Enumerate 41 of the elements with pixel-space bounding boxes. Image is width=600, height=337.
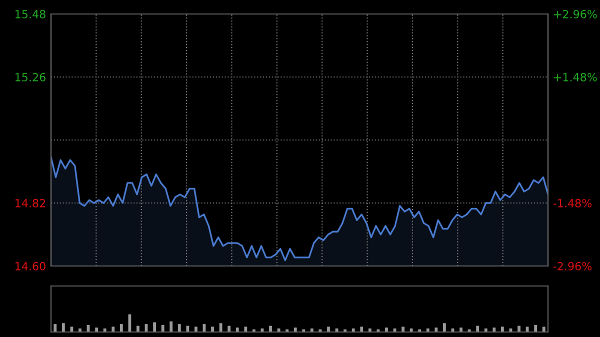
- bar: [327, 326, 330, 332]
- bar: [434, 328, 438, 332]
- y-tick-label: 14.60: [16, 262, 46, 270]
- bar: [170, 321, 173, 332]
- bar: [294, 328, 297, 332]
- bar: [492, 328, 496, 332]
- bar: [186, 326, 190, 332]
- bar: [120, 324, 123, 332]
- bar: [136, 326, 140, 332]
- bar: [518, 326, 520, 332]
- bar: [385, 328, 388, 332]
- bar: [178, 324, 181, 332]
- bar: [112, 326, 115, 332]
- bar: [402, 326, 404, 332]
- bar: [534, 324, 538, 332]
- bar: [460, 328, 462, 332]
- bar: [161, 324, 164, 332]
- y-tick-label: 15.26: [16, 72, 46, 82]
- bar: [360, 326, 364, 332]
- bar: [128, 314, 132, 332]
- bar: [194, 326, 198, 332]
- y2-tick-label: -1.48%: [553, 198, 592, 208]
- bar: [269, 326, 272, 332]
- bar: [542, 326, 546, 332]
- bar: [244, 326, 248, 332]
- bar: [95, 328, 98, 332]
- y2-tick-label: +1.48%: [554, 72, 597, 82]
- bar: [476, 326, 480, 332]
- bar: [228, 326, 231, 332]
- bar: [211, 326, 214, 332]
- bar: [443, 323, 446, 332]
- y2-tick-label: -2.96%: [553, 262, 592, 270]
- bar: [236, 328, 239, 332]
- y-tick-label: 14.82: [16, 198, 46, 208]
- bar: [54, 324, 57, 332]
- bar: [219, 323, 222, 332]
- y2-tick-label: +2.96%: [554, 10, 597, 18]
- bar: [153, 322, 156, 332]
- y-tick-label: 15.48: [16, 10, 46, 18]
- bar: [62, 323, 65, 332]
- bar: [500, 326, 504, 332]
